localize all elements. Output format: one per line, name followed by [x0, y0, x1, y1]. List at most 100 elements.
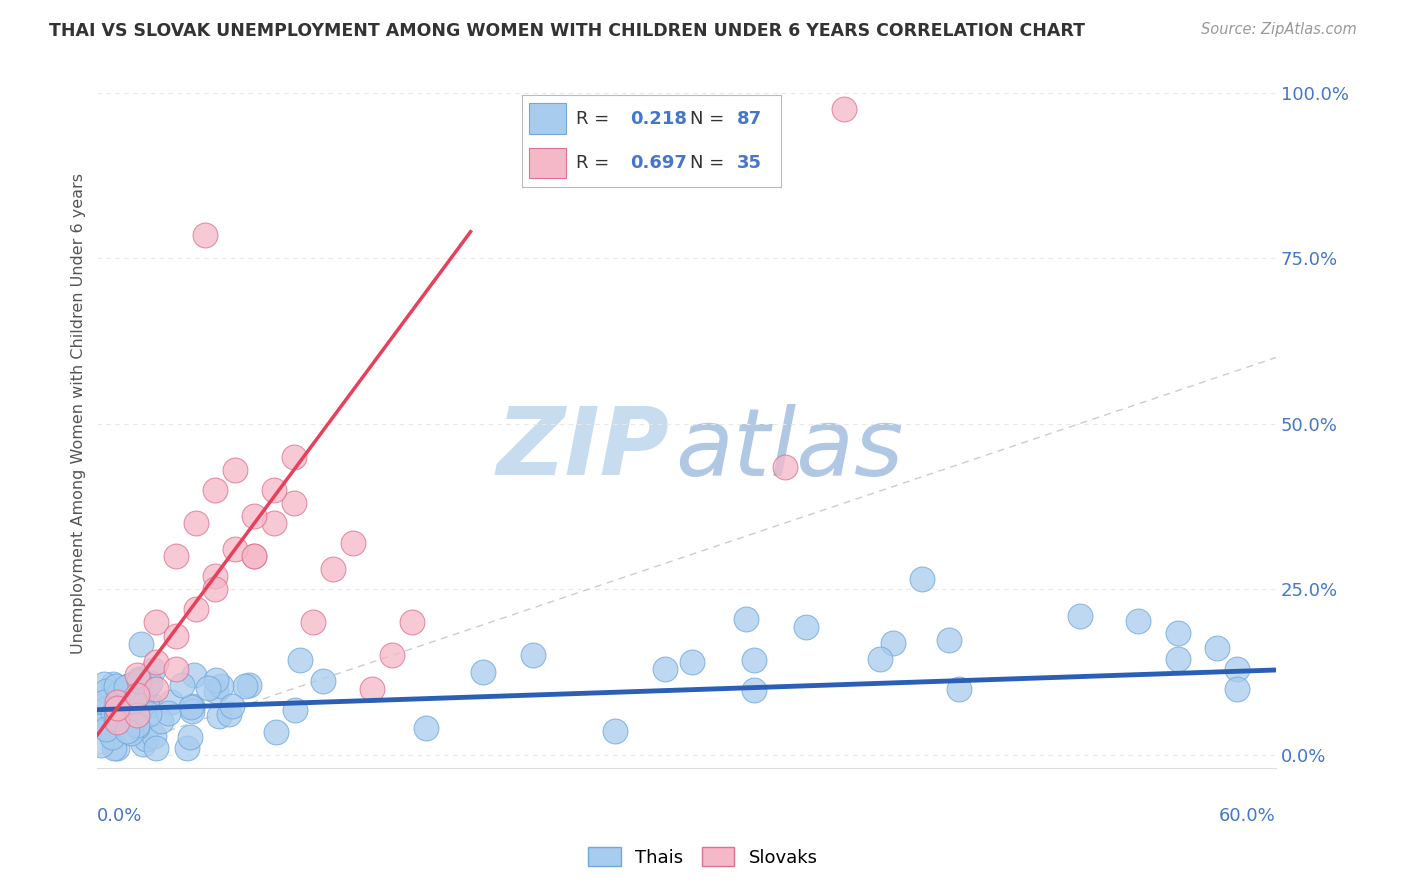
Point [288, 653, 311, 667]
Point [105, 703, 128, 717]
Point [120, 678, 142, 692]
Point [205, 684, 228, 698]
Point [105, 714, 128, 729]
Point [165, 662, 187, 676]
Point [869, 652, 891, 666]
Point [224, 542, 246, 557]
Point [90, 719, 112, 733]
Point [773, 459, 796, 474]
Point [127, 705, 149, 719]
Point [160, 695, 183, 709]
Point [882, 636, 904, 650]
Point [145, 741, 167, 756]
Point [197, 681, 219, 695]
Point [107, 686, 129, 700]
Point [381, 648, 404, 663]
Point [112, 696, 135, 710]
Point [1128, 614, 1150, 628]
Point [264, 725, 287, 739]
Point [93, 695, 115, 709]
Point [122, 694, 145, 708]
Point [204, 582, 226, 597]
Point [1167, 651, 1189, 665]
Text: ZIP: ZIP [496, 403, 669, 495]
Point [742, 682, 765, 697]
Point [361, 681, 384, 696]
Point [1206, 640, 1229, 655]
Point [401, 615, 423, 630]
Point [143, 729, 166, 743]
Point [224, 463, 246, 477]
Point [654, 661, 676, 675]
Point [172, 678, 194, 692]
Point [415, 721, 437, 735]
Point [101, 677, 124, 691]
Point [138, 675, 160, 690]
Point [135, 732, 157, 747]
Point [125, 668, 148, 682]
Point [105, 701, 128, 715]
Point [129, 693, 152, 707]
Legend: Thais, Slovaks: Thais, Slovaks [581, 840, 825, 874]
Point [135, 698, 157, 713]
Point [243, 509, 266, 524]
Point [94, 684, 117, 698]
Point [127, 720, 149, 734]
Point [115, 680, 138, 694]
Point [128, 672, 150, 686]
Y-axis label: Unemployment Among Women with Children Under 6 years: Unemployment Among Women with Children U… [72, 173, 86, 655]
Point [179, 730, 201, 744]
Point [322, 562, 344, 576]
Point [101, 730, 124, 744]
Point [125, 708, 148, 723]
Point [165, 629, 187, 643]
Point [96, 710, 118, 724]
Point [204, 569, 226, 583]
Point [204, 483, 226, 497]
Point [93, 677, 115, 691]
Point [742, 653, 765, 667]
Point [948, 682, 970, 697]
Point [145, 615, 167, 630]
Point [96, 722, 118, 736]
Point [138, 677, 160, 691]
Point [180, 705, 202, 719]
Point [181, 698, 204, 713]
Point [284, 703, 307, 717]
Point [120, 726, 142, 740]
Point [794, 620, 817, 634]
Point [127, 717, 149, 731]
Point [176, 741, 198, 756]
Point [209, 679, 232, 693]
Point [1069, 608, 1091, 623]
Point [138, 706, 160, 721]
Point [128, 673, 150, 688]
Point [194, 227, 217, 242]
Text: 60.0%: 60.0% [1219, 807, 1277, 825]
Point [221, 698, 243, 713]
Point [681, 655, 703, 669]
Point [94, 702, 117, 716]
Point [342, 536, 364, 550]
Point [103, 741, 125, 756]
Point [105, 741, 128, 756]
Point [208, 709, 231, 723]
Point [603, 724, 626, 739]
Point [132, 737, 155, 751]
Point [734, 612, 756, 626]
Point [263, 516, 285, 530]
Point [1167, 626, 1189, 640]
Point [233, 679, 256, 693]
Point [108, 702, 131, 716]
Point [1226, 662, 1249, 676]
Point [938, 632, 960, 647]
Point [911, 572, 934, 586]
Point [149, 714, 172, 728]
Text: Source: ZipAtlas.com: Source: ZipAtlas.com [1201, 22, 1357, 37]
Text: 0.0%: 0.0% [97, 807, 143, 825]
Point [105, 695, 128, 709]
Point [180, 700, 202, 714]
Point [471, 665, 494, 680]
Point [263, 483, 285, 497]
Point [125, 688, 148, 702]
